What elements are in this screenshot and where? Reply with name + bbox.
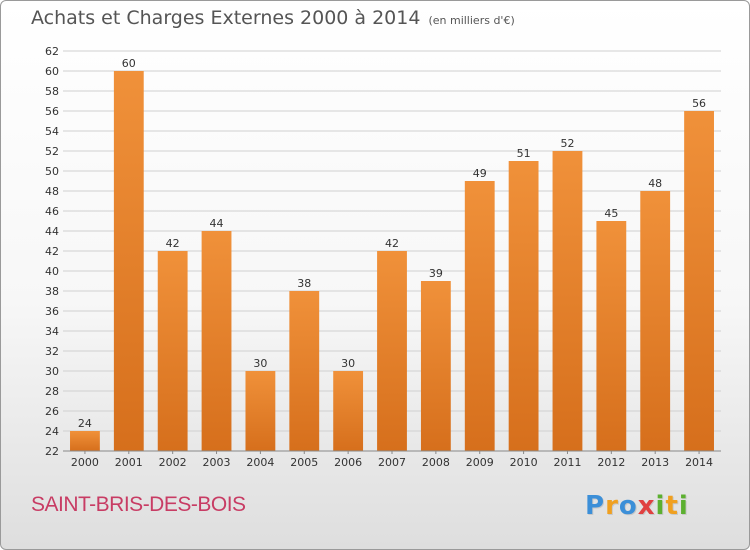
y-tick-label: 40: [45, 265, 59, 278]
logo-letter: P: [585, 491, 606, 521]
x-tick-label: 2003: [203, 456, 231, 469]
bar-2005: [289, 291, 320, 451]
bar-2007: [377, 251, 407, 451]
value-label-2003: 44: [210, 217, 224, 230]
y-tick-label: 42: [45, 245, 59, 258]
y-tick-label: 52: [45, 145, 59, 158]
value-label-2000: 24: [78, 417, 92, 430]
bar-2001: [113, 71, 144, 451]
value-label-2014: 56: [692, 97, 706, 110]
x-tick-label: 2002: [159, 456, 187, 469]
bar-2003: [201, 231, 232, 451]
chart-title-text: Achats et Charges Externes 2000 à 2014: [31, 7, 421, 29]
y-tick-label: 26: [45, 405, 59, 418]
commune-name: SAINT-BRIS-DES-BOIS: [31, 493, 246, 516]
x-tick-label: 2011: [553, 456, 581, 469]
bar-2010: [508, 161, 539, 451]
bar-2009: [464, 181, 495, 451]
y-axis-ticks: 22 24 26 28 30 32 34 36 38 40 42 44 46 48 50 52 54 56 58 60…: [45, 45, 59, 458]
bars: [70, 71, 714, 451]
y-tick-label: 30: [45, 365, 59, 378]
y-tick-label: 28: [45, 385, 59, 398]
x-tick-label: 2014: [685, 456, 713, 469]
value-label-2005: 38: [297, 277, 311, 290]
x-axis-ticks: 2000 2001 2002 2003 2004 2005 2006 2007 2008 2009…: [71, 451, 713, 469]
x-tick-label: 2008: [422, 456, 450, 469]
x-tick-label: 2005: [290, 456, 318, 469]
logo-letter: i: [678, 491, 689, 521]
bar-2012: [596, 221, 627, 451]
value-label-2004: 30: [253, 357, 267, 370]
value-label-2011: 52: [560, 137, 574, 150]
logo-letter: o: [618, 491, 638, 521]
value-label-2009: 49: [473, 167, 487, 180]
x-tick-label: 2007: [378, 456, 406, 469]
bar-2002: [157, 251, 188, 451]
value-label-2006: 30: [341, 357, 355, 370]
x-tick-label: 2001: [115, 456, 143, 469]
x-tick-label: 2006: [334, 456, 362, 469]
y-tick-label: 62: [45, 45, 59, 58]
value-label-2008: 39: [429, 267, 443, 280]
logo-letter: i: [655, 491, 666, 521]
y-tick-label: 60: [45, 65, 59, 78]
x-tick-label: 2004: [246, 456, 274, 469]
logo-letter: r: [605, 491, 619, 521]
logo-letter: t: [665, 491, 679, 521]
y-tick-label: 24: [45, 425, 59, 438]
bar-2014: [684, 111, 714, 451]
x-tick-label: 2013: [641, 456, 669, 469]
value-label-2001: 60: [122, 57, 136, 70]
x-tick-label: 2009: [466, 456, 494, 469]
value-label-2013: 48: [648, 177, 662, 190]
bar-2013: [640, 191, 671, 451]
y-tick-label: 36: [45, 305, 59, 318]
x-tick-label: 2010: [510, 456, 538, 469]
bar-2004: [245, 371, 276, 451]
bar-2000: [70, 431, 100, 451]
y-tick-label: 34: [45, 325, 59, 338]
x-tick-label: 2012: [597, 456, 625, 469]
chart-title: Achats et Charges Externes 2000 à 2014 (e…: [31, 7, 515, 29]
chart-unit-label: (en milliers d'€): [428, 14, 515, 27]
value-label-2002: 42: [166, 237, 180, 250]
value-label-2012: 45: [604, 207, 618, 220]
y-tick-label: 22: [45, 445, 59, 458]
bar-2006: [333, 371, 364, 451]
y-tick-label: 38: [45, 285, 59, 298]
y-tick-label: 58: [45, 85, 59, 98]
y-tick-label: 44: [45, 225, 59, 238]
value-labels: 24 60 42 44 30 38 30 42 39 49 51 52 45 48 56: [78, 57, 706, 430]
y-tick-label: 48: [45, 185, 59, 198]
x-tick-label: 2000: [71, 456, 99, 469]
value-label-2010: 51: [517, 147, 531, 160]
y-tick-label: 32: [45, 345, 59, 358]
bar-2008: [420, 281, 451, 451]
y-tick-label: 50: [45, 165, 59, 178]
y-tick-label: 56: [45, 105, 59, 118]
y-tick-label: 54: [45, 125, 59, 138]
y-tick-label: 46: [45, 205, 59, 218]
value-label-2007: 42: [385, 237, 399, 250]
bar-2011: [552, 151, 583, 451]
proxiti-logo: Proxiti: [585, 491, 689, 521]
logo-letter: x: [637, 491, 656, 521]
